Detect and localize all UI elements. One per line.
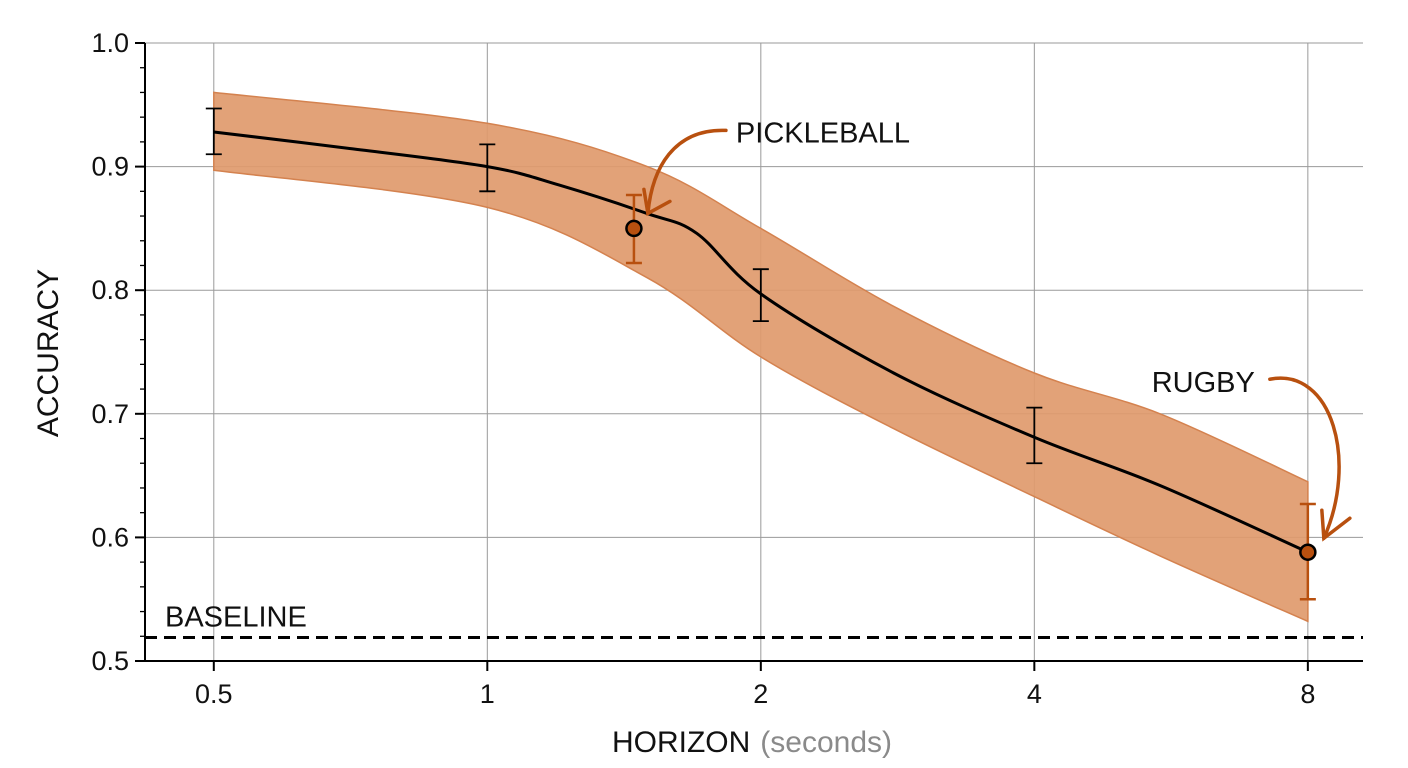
- highlighted-points: [625, 219, 1317, 561]
- y-tick-label: 0.5: [91, 646, 129, 676]
- accuracy-curve: [213, 130, 1309, 554]
- x-tick-label: 2: [753, 679, 768, 709]
- highlight-point: [625, 219, 643, 238]
- y-axis-title: ACCURACY: [32, 269, 65, 437]
- x-axis-unit: (seconds): [760, 726, 892, 759]
- y-tick-label: 0.8: [91, 275, 129, 305]
- x-axis-title: HORIZON (seconds): [612, 726, 892, 759]
- rugby-arrow: [1268, 376, 1341, 540]
- y-tick-label: 1.0: [91, 28, 129, 58]
- baseline: BASELINE: [145, 602, 1363, 640]
- x-axis-label: HORIZON: [612, 726, 750, 759]
- y-tick-label: 0.6: [91, 522, 129, 552]
- x-tick-label: 4: [1027, 679, 1042, 709]
- annotations: PICKLEBALL RUGBY: [642, 117, 1352, 542]
- axis-titles: HORIZON (seconds) ACCURACY: [32, 269, 892, 759]
- annotation-rugby: RUGBY: [1152, 367, 1255, 399]
- baseline-label: BASELINE: [165, 602, 307, 634]
- y-tick-label: 0.7: [91, 399, 129, 429]
- pickleball-arrow: [646, 128, 728, 216]
- annotation-pickleball: PICKLEBALL: [736, 117, 910, 149]
- x-tick-label: 1: [480, 679, 495, 709]
- y-tick-label: 0.9: [91, 152, 129, 182]
- axes: 0.5 0.6 0.7 0.8 0.9 1.0 0.5 1 2 4 8: [91, 28, 1363, 709]
- pickleball-arrowhead: [642, 187, 672, 217]
- highlight-point: [1299, 543, 1317, 561]
- x-tick-label: 8: [1300, 679, 1315, 709]
- rugby-arrowhead: [1320, 508, 1352, 542]
- curve-line: [213, 130, 1309, 554]
- x-tick-label: 0.5: [195, 679, 233, 709]
